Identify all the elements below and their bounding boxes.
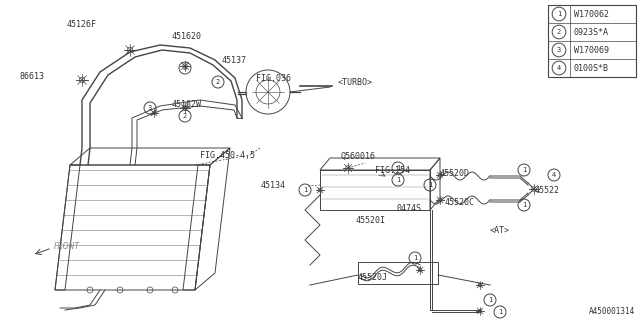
Circle shape xyxy=(478,309,482,313)
Text: A450001314: A450001314 xyxy=(589,307,635,316)
Text: 1: 1 xyxy=(303,187,307,193)
Circle shape xyxy=(79,77,84,83)
Circle shape xyxy=(318,188,322,192)
Text: 0474S: 0474S xyxy=(396,204,421,212)
Circle shape xyxy=(438,173,442,177)
Text: 45520I: 45520I xyxy=(356,215,386,225)
Text: 1: 1 xyxy=(396,177,400,183)
Text: 45134: 45134 xyxy=(261,180,286,189)
Text: 2: 2 xyxy=(183,113,187,119)
Text: FRONT: FRONT xyxy=(54,242,80,251)
Text: 1: 1 xyxy=(557,11,561,17)
Text: 1: 1 xyxy=(396,165,400,171)
Text: 3: 3 xyxy=(148,105,152,111)
Text: 0923S*A: 0923S*A xyxy=(574,28,609,36)
Bar xyxy=(358,262,438,284)
Text: 2: 2 xyxy=(557,29,561,35)
Text: 45520D: 45520D xyxy=(440,169,470,178)
Circle shape xyxy=(127,47,132,53)
Text: 0100S*B: 0100S*B xyxy=(574,63,609,73)
Text: <TURBO>: <TURBO> xyxy=(338,77,373,86)
Text: W170062: W170062 xyxy=(574,10,609,19)
Text: 45520J: 45520J xyxy=(358,274,388,283)
Text: Q560016: Q560016 xyxy=(340,151,375,161)
Text: 86613: 86613 xyxy=(19,71,44,81)
Text: 1: 1 xyxy=(498,309,502,315)
Text: 1: 1 xyxy=(522,202,526,208)
Text: 4: 4 xyxy=(557,65,561,71)
Text: FIG.450-4,5: FIG.450-4,5 xyxy=(200,150,255,159)
Text: FIG.036: FIG.036 xyxy=(256,74,291,83)
Text: 1: 1 xyxy=(488,297,492,303)
Text: 45520C: 45520C xyxy=(445,197,475,206)
Text: 45522: 45522 xyxy=(535,186,560,195)
Circle shape xyxy=(152,111,156,115)
Circle shape xyxy=(418,268,422,272)
Circle shape xyxy=(532,187,536,191)
Text: <AT>: <AT> xyxy=(490,226,510,235)
Bar xyxy=(548,5,636,77)
Circle shape xyxy=(438,198,442,202)
Circle shape xyxy=(183,106,188,110)
Circle shape xyxy=(478,283,482,287)
Text: 45126F: 45126F xyxy=(67,20,97,28)
Text: 1: 1 xyxy=(413,255,417,261)
Text: 4: 4 xyxy=(552,172,556,178)
Text: 1: 1 xyxy=(522,167,526,173)
Text: 451620: 451620 xyxy=(172,31,202,41)
Text: 2: 2 xyxy=(216,79,220,85)
Circle shape xyxy=(346,166,350,170)
Text: 3: 3 xyxy=(183,65,187,71)
Text: FIG.154: FIG.154 xyxy=(375,165,410,174)
Text: 45162W: 45162W xyxy=(172,100,202,108)
Text: 3: 3 xyxy=(557,47,561,53)
Circle shape xyxy=(183,64,188,68)
Text: 45137: 45137 xyxy=(222,55,247,65)
Text: W170069: W170069 xyxy=(574,45,609,54)
Text: 1: 1 xyxy=(428,182,432,188)
